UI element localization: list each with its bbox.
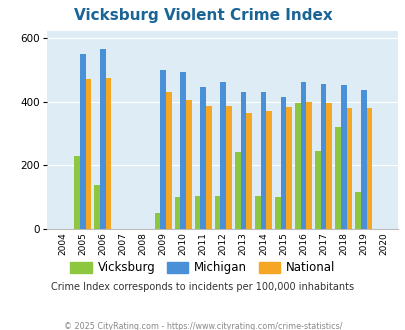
Bar (360, 90, 366, 229)
Bar (194, 196, 200, 229)
Bar (74, 156, 80, 229)
Bar (314, 151, 320, 229)
Bar (226, 106, 231, 229)
Bar (286, 107, 291, 229)
Bar (345, 108, 351, 229)
Bar (105, 78, 111, 229)
Bar (85, 79, 91, 229)
Bar (220, 82, 226, 229)
Bar (274, 197, 280, 229)
Bar (280, 97, 286, 229)
Text: © 2025 CityRating.com - https://www.cityrating.com/crime-statistics/: © 2025 CityRating.com - https://www.city… (64, 322, 341, 330)
Bar (320, 84, 326, 229)
Bar (240, 92, 245, 229)
Bar (166, 92, 171, 229)
Text: Crime Index corresponds to incidents per 100,000 inhabitants: Crime Index corresponds to incidents per… (51, 282, 354, 292)
Bar (300, 82, 306, 229)
Legend: Vicksburg, Michigan, National: Vicksburg, Michigan, National (66, 257, 339, 279)
Bar (260, 92, 266, 229)
Text: Vicksburg Violent Crime Index: Vicksburg Violent Crime Index (73, 8, 332, 23)
Bar (200, 86, 205, 229)
Bar (160, 70, 166, 229)
Bar (245, 113, 251, 229)
Bar (94, 185, 100, 229)
Bar (306, 102, 311, 229)
Bar (154, 214, 160, 229)
Bar (326, 103, 331, 229)
Bar (205, 106, 211, 229)
Bar (266, 111, 271, 229)
Bar (340, 85, 345, 229)
Bar (366, 108, 371, 229)
Bar (294, 103, 300, 229)
Bar (100, 49, 105, 229)
Bar (185, 100, 191, 229)
Bar (80, 54, 85, 229)
Bar (180, 72, 185, 229)
Bar (254, 196, 260, 229)
Bar (354, 192, 360, 229)
Bar (335, 127, 340, 229)
Bar (214, 196, 220, 229)
Bar (174, 197, 180, 229)
Bar (234, 152, 240, 229)
